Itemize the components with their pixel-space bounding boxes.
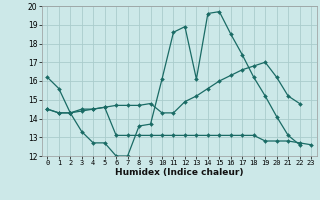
X-axis label: Humidex (Indice chaleur): Humidex (Indice chaleur) — [115, 168, 244, 177]
